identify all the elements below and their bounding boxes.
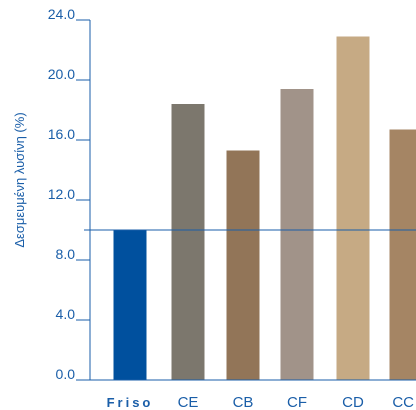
bar-cd (336, 36, 370, 380)
y-tick-label: 20.0 (48, 66, 75, 82)
bar-cc (389, 129, 416, 380)
y-tick-label: 12.0 (48, 186, 75, 202)
y-tick-label: 16.0 (48, 126, 75, 142)
bar-ce (171, 104, 205, 380)
y-tick-label: 8.0 (56, 246, 76, 262)
x-tick-label-cb: CB (233, 394, 254, 410)
y-axis-title: Δεσμευμένη λυσίνη (%) (12, 112, 27, 247)
x-axis-labels: Friso CE CB CF CD CC (107, 394, 415, 410)
x-tick-label-cc: CC (392, 394, 414, 410)
bar-cb (226, 150, 260, 380)
y-tick-label: 24.0 (48, 6, 75, 22)
x-tick-label-ce: CE (178, 394, 199, 410)
bar-friso (113, 230, 147, 380)
y-tick-label: 4.0 (56, 306, 76, 322)
bar-cf (280, 89, 314, 380)
y-tick-label: 0.0 (56, 366, 76, 382)
bars-group (113, 36, 416, 380)
y-axis-ticks: 0.0 4.0 8.0 12.0 16.0 20.0 24.0 (48, 6, 90, 382)
x-tick-label-friso: Friso (107, 395, 154, 410)
x-tick-label-cf: CF (287, 394, 307, 410)
x-tick-label-cd: CD (342, 394, 364, 410)
